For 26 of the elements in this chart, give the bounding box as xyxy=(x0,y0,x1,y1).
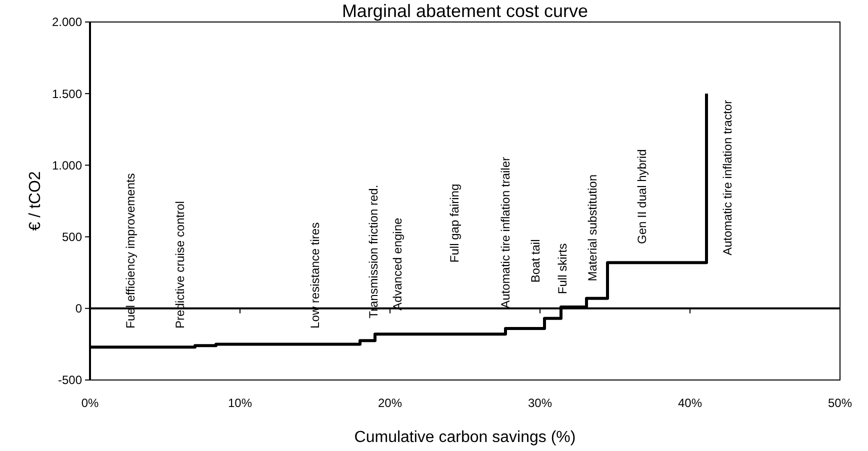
y-tick-label: -500 xyxy=(58,373,82,388)
x-tick-label: 10% xyxy=(228,396,252,410)
y-tick-label: 2.000 xyxy=(52,15,82,30)
annotation: Automatic tire inflation tractor xyxy=(720,100,734,256)
y-axis-title: € / tCO2 xyxy=(27,171,44,231)
annotation: Full skirts xyxy=(556,243,570,294)
annotation: Full gap fairing xyxy=(448,184,462,263)
y-tick-label: 1.000 xyxy=(52,158,82,172)
annotation: Gen II dual hybrid xyxy=(635,149,649,244)
x-tick-label: 0% xyxy=(81,396,99,410)
x-axis-title: Cumulative carbon savings (%) xyxy=(354,429,576,446)
chart-title: Marginal abatement cost curve xyxy=(342,1,588,21)
annotation: Fuel efficiency improvements xyxy=(124,173,138,328)
y-tick-label: 0 xyxy=(75,302,82,316)
x-tick-label: 30% xyxy=(528,396,552,410)
x-tick-label: 20% xyxy=(378,396,402,410)
annotation: Material substitution xyxy=(586,174,600,282)
x-tick-label: 50% xyxy=(828,396,852,410)
annotation: Advanced engine xyxy=(390,217,404,311)
y-tick-label: 1.500 xyxy=(52,86,82,101)
x-tick-label: 40% xyxy=(678,396,702,410)
annotation: Predictive cruise control xyxy=(173,201,187,328)
y-tick-label: 500 xyxy=(62,230,82,244)
annotation: Automatic tire inflation trailer xyxy=(498,156,512,308)
annotation: Transmission friction red. xyxy=(366,184,380,318)
annotation: Boat tail xyxy=(528,239,542,283)
